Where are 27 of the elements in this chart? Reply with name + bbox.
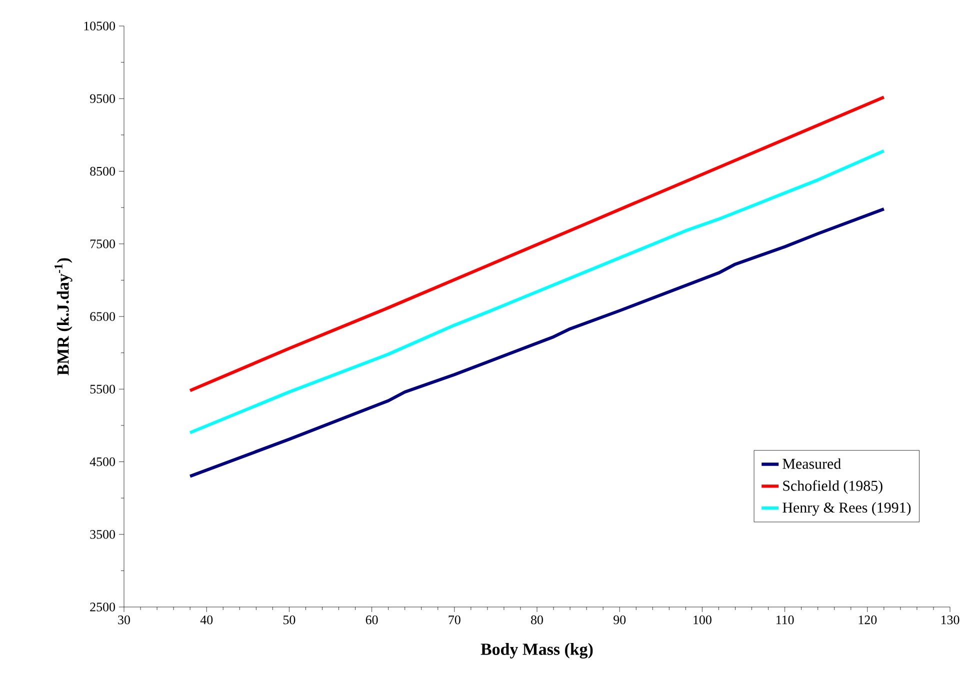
x-tick-label: 130	[941, 616, 960, 624]
y-tick-label: 5500	[90, 384, 116, 394]
y-tick-label: 10500	[84, 22, 116, 30]
x-tick-label: 100	[694, 616, 712, 624]
y-tick-label: 8500	[90, 166, 116, 176]
x-tick-label: 70	[448, 616, 460, 624]
y-tick-label: 7500	[90, 240, 116, 248]
y-tick-label: 3500	[90, 530, 116, 539]
y-tick-label: 2500	[90, 602, 116, 612]
y-tick-label: 9500	[90, 94, 116, 103]
x-tick-label: 90	[614, 616, 626, 624]
legend-label: Schofield (1985)	[783, 480, 882, 494]
legend-label: Measured	[782, 458, 841, 469]
y-axis-title: BMR (k.J.day$^{-1}$)	[54, 258, 72, 376]
x-tick-label: 40	[200, 616, 213, 624]
x-tick-label: 30	[118, 616, 130, 624]
x-tick-label: 120	[858, 616, 877, 624]
x-axis-title: Body Mass (kg)	[480, 643, 593, 659]
legend-label: Henry & Rees (1991)	[782, 502, 911, 516]
x-tick-label: 60	[366, 616, 378, 624]
line-series	[188, 207, 886, 478]
x-tick-label: 110	[776, 616, 794, 624]
x-tick-label: 50	[283, 616, 296, 624]
line-series	[188, 96, 886, 392]
x-tick-label: 80	[531, 616, 543, 624]
y-tick-label: 4500	[90, 457, 116, 466]
y-tick-label: 6500	[90, 312, 116, 321]
